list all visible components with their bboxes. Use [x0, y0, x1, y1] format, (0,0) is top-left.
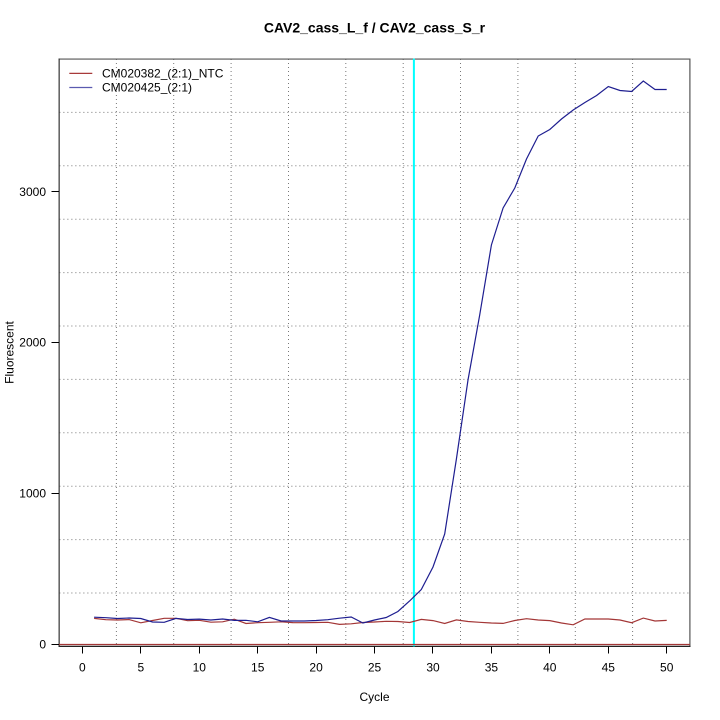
- svg-text:40: 40: [543, 661, 557, 675]
- svg-text:35: 35: [485, 661, 499, 675]
- svg-text:Cycle: Cycle: [359, 690, 389, 704]
- svg-text:CM020425_(2:1): CM020425_(2:1): [102, 81, 192, 95]
- svg-text:50: 50: [660, 661, 674, 675]
- svg-text:0: 0: [39, 638, 46, 652]
- svg-text:CAV2_cass_L_f / CAV2_cass_S_r: CAV2_cass_L_f / CAV2_cass_S_r: [264, 20, 486, 36]
- svg-text:5: 5: [137, 661, 144, 675]
- svg-text:CM020382_(2:1)_NTC: CM020382_(2:1)_NTC: [102, 67, 224, 81]
- svg-text:Fluorescent: Fluorescent: [2, 320, 16, 383]
- svg-text:20: 20: [309, 661, 323, 675]
- svg-text:0: 0: [79, 661, 86, 675]
- svg-text:1000: 1000: [19, 487, 46, 501]
- svg-text:3000: 3000: [19, 185, 46, 199]
- svg-text:45: 45: [602, 661, 616, 675]
- svg-text:2000: 2000: [19, 336, 46, 350]
- svg-text:25: 25: [368, 661, 382, 675]
- svg-text:10: 10: [193, 661, 207, 675]
- svg-text:15: 15: [251, 661, 265, 675]
- svg-text:30: 30: [426, 661, 440, 675]
